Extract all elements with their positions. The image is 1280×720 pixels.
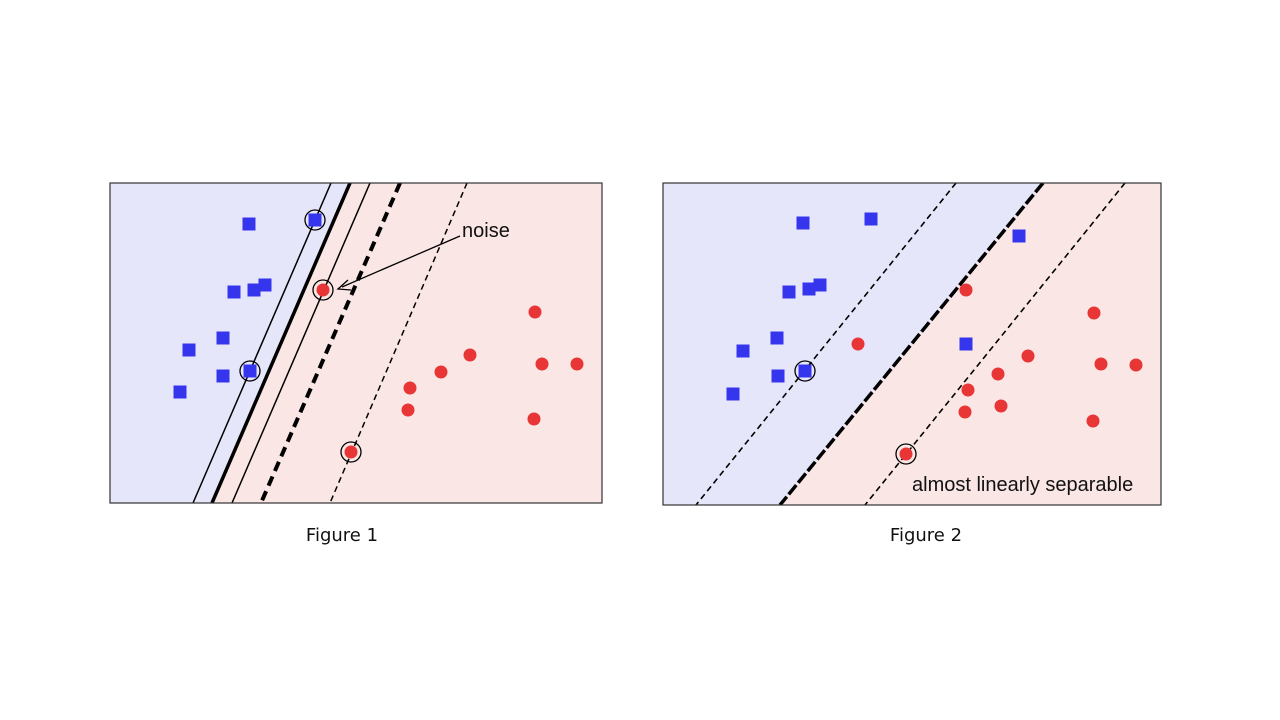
class-a-point	[216, 331, 230, 345]
class-a-point	[726, 387, 740, 401]
class-a-point	[1012, 229, 1026, 243]
support-vector-ring	[304, 209, 326, 231]
class-b-point	[316, 283, 330, 297]
class-b-point	[535, 357, 549, 371]
class-b-point	[958, 405, 972, 419]
support-vector-ring	[340, 441, 362, 463]
noise-arrow	[341, 235, 461, 288]
class-b-point	[463, 348, 477, 362]
decision-boundary	[210, 183, 352, 503]
class-a-point	[173, 385, 187, 399]
support-vector-ring	[895, 443, 917, 465]
class-a-point	[736, 344, 750, 358]
class-b-point	[994, 399, 1008, 413]
class-b-point	[961, 383, 975, 397]
class-a-point	[959, 337, 973, 351]
margin-line-right	[231, 183, 371, 503]
class-a-point	[864, 212, 878, 226]
figure-1: noise Figure 1	[109, 182, 603, 546]
figure-2-caption: Figure 2	[890, 525, 962, 546]
class-b-point	[1021, 349, 1035, 363]
class-a-point	[796, 216, 810, 230]
class-a-point	[227, 285, 241, 299]
class-a-point	[802, 282, 816, 296]
support-vector-ring	[239, 360, 261, 382]
class-b-point	[344, 445, 358, 459]
class-b-point	[528, 305, 542, 319]
class-a-point	[308, 213, 322, 227]
class-a-point	[782, 285, 796, 299]
support-vector-ring	[794, 360, 816, 382]
arrow-head-icon	[336, 279, 352, 291]
figure-2-frame	[662, 182, 1162, 506]
class-b-point	[899, 447, 913, 461]
separability-label: almost linearly separable	[912, 474, 1133, 496]
class-a-point	[247, 283, 261, 297]
class-b-point	[527, 412, 541, 426]
class-b-point	[570, 357, 584, 371]
class-a-point	[243, 364, 257, 378]
class-b-point	[851, 337, 865, 351]
class-b-point	[1087, 306, 1101, 320]
class-a-point	[813, 278, 827, 292]
class-b-point	[991, 367, 1005, 381]
margin-line-left	[192, 183, 332, 503]
class-a-point	[798, 364, 812, 378]
class-a-point	[182, 343, 196, 357]
class-b-point	[1129, 358, 1143, 372]
class-a-point	[242, 217, 256, 231]
alt-decision-boundary	[259, 183, 402, 503]
support-vector-ring	[312, 279, 334, 301]
class-b-point	[403, 381, 417, 395]
class-a-point	[258, 278, 272, 292]
figure-1-frame	[109, 182, 603, 504]
class-b-point	[401, 403, 415, 417]
class-b-point	[434, 365, 448, 379]
figure-2: almost linearly separable Figure 2	[662, 182, 1162, 546]
class-a-point	[770, 331, 784, 345]
class-a-point	[216, 369, 230, 383]
margin-line-left	[695, 183, 957, 505]
decision-boundary	[778, 183, 1045, 505]
noise-label: noise	[462, 220, 510, 242]
class-b-point	[1086, 414, 1100, 428]
figure-1-caption: Figure 1	[306, 525, 378, 546]
class-a-point	[771, 369, 785, 383]
class-a-region	[110, 183, 350, 503]
class-b-point	[1094, 357, 1108, 371]
class-b-point	[959, 283, 973, 297]
